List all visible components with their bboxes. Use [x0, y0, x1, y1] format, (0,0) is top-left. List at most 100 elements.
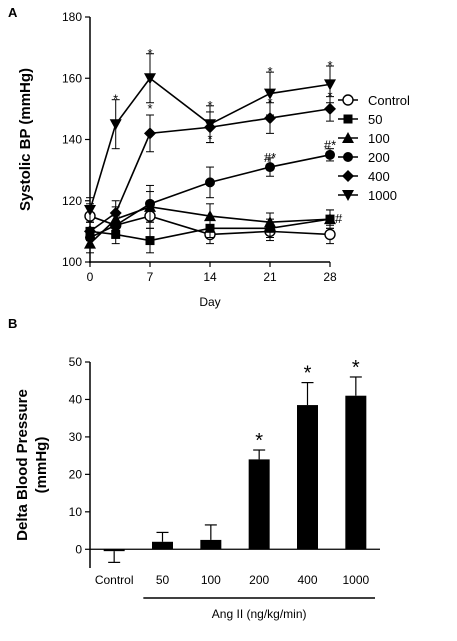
category-label: 100	[201, 573, 221, 587]
legend-entry: 200	[338, 150, 390, 165]
category-label: 200	[249, 573, 269, 587]
significance-mark: *	[327, 89, 332, 104]
bar	[103, 549, 125, 552]
legend-label: 1000	[368, 188, 397, 203]
data-point	[145, 198, 155, 209]
legend-label: Control	[368, 93, 410, 108]
y-tick-label: 0	[75, 542, 82, 556]
y-tick-label: 50	[69, 355, 83, 369]
category-label: 50	[156, 573, 170, 587]
bar	[297, 405, 318, 550]
x-tick-label: 0	[87, 270, 94, 284]
bar	[345, 395, 367, 550]
legend-entry: 100	[338, 131, 390, 146]
legend-entry: Control	[338, 93, 410, 108]
significance-mark: *	[267, 64, 272, 79]
bar	[200, 539, 222, 550]
data-point	[264, 88, 276, 100]
y-tick-label: 10	[69, 505, 83, 519]
bar-1000: * 1000	[342, 357, 369, 587]
panel-a-label: A	[8, 5, 18, 20]
y-tick-label: 180	[62, 10, 82, 24]
y-tick-label: 40	[69, 392, 83, 406]
y-axis-title-line-2: (mmHg)	[33, 437, 50, 494]
data-point	[84, 225, 96, 238]
series-line	[89, 77, 331, 211]
legend-marker	[342, 132, 354, 143]
legend-marker	[342, 190, 354, 201]
data-point	[204, 119, 216, 131]
legend-marker	[343, 114, 353, 124]
y-tick-label: 100	[62, 255, 82, 269]
significance-mark: *	[327, 58, 332, 73]
x-tick-label: 21	[263, 270, 277, 284]
data-point	[205, 177, 215, 188]
x-tick-label: 14	[203, 270, 217, 284]
significance-mark: #*	[324, 138, 336, 153]
legend-label: 100	[368, 131, 390, 146]
bar-50: 50	[152, 531, 173, 587]
legend-marker	[343, 152, 353, 162]
legend-entry: 400	[338, 169, 390, 184]
significance-mark: *	[267, 95, 272, 110]
legend-label: 400	[368, 169, 390, 184]
significance-mark: *	[255, 430, 263, 452]
data-point	[144, 127, 156, 140]
significance-mark: *	[352, 357, 360, 379]
data-point	[324, 213, 336, 225]
bar-400: * 400	[297, 363, 318, 587]
y-tick-label: 20	[69, 467, 83, 481]
data-point	[324, 228, 336, 241]
legend-marker	[342, 94, 354, 106]
y-tick-label: 160	[62, 71, 82, 85]
data-point	[324, 79, 336, 91]
legend-entry: 50	[338, 112, 382, 127]
data-point	[109, 207, 122, 219]
bar-100: 100	[200, 524, 222, 587]
legend-marker	[342, 170, 354, 182]
data-point	[144, 73, 156, 85]
category-label: 400	[297, 573, 317, 587]
bar	[248, 459, 270, 550]
significance-mark: *	[147, 46, 152, 61]
legend-label: 50	[368, 112, 382, 127]
x-axis-title: Day	[199, 295, 220, 309]
significance-mark: #	[335, 211, 343, 226]
bar-control: Control	[95, 549, 134, 587]
ang-ii-group-label: Ang II (ng/kg/min)	[212, 607, 307, 621]
data-point	[204, 210, 216, 222]
data-point	[84, 204, 96, 216]
data-point	[109, 119, 122, 131]
significance-mark: *	[207, 98, 212, 113]
series-200	[85, 148, 335, 248]
significance-mark: *	[207, 132, 212, 147]
series-1000	[84, 53, 336, 223]
legend-entry: 1000	[338, 188, 397, 203]
y-axis-title: Systolic BP (mmHg)	[17, 68, 34, 211]
significance-mark: *	[304, 363, 312, 385]
bar-200: * 200	[248, 430, 270, 587]
series-line	[89, 108, 331, 233]
significance-mark: *	[147, 101, 152, 116]
y-tick-label: 30	[69, 430, 83, 444]
data-point	[324, 102, 336, 115]
category-label: 1000	[342, 573, 369, 587]
data-point	[264, 216, 276, 228]
significance-mark: #*	[264, 150, 276, 165]
bar	[152, 541, 173, 550]
data-point	[325, 149, 335, 160]
legend-label: 200	[368, 150, 390, 165]
significance-mark: *	[113, 92, 118, 107]
x-tick-label: 28	[323, 270, 337, 284]
category-label: Control	[95, 573, 134, 587]
y-tick-label: 140	[62, 133, 82, 147]
x-tick-label: 7	[147, 270, 154, 284]
y-axis-title-line-1: Delta Blood Pressure	[14, 389, 31, 541]
line-chart-panel-a: 100 120 140 160 180 0 7 14 21 28 * * * * * * * #* * * #* # C…	[17, 10, 410, 309]
panel-b-label: B	[8, 316, 17, 331]
data-point	[145, 236, 155, 246]
y-tick-label: 120	[62, 194, 82, 208]
data-point	[265, 162, 275, 173]
bar-chart-panel-b: 0 10 20 30 40 50 Control 50 100 * 200 * 400 * 1000 De…	[14, 355, 380, 621]
